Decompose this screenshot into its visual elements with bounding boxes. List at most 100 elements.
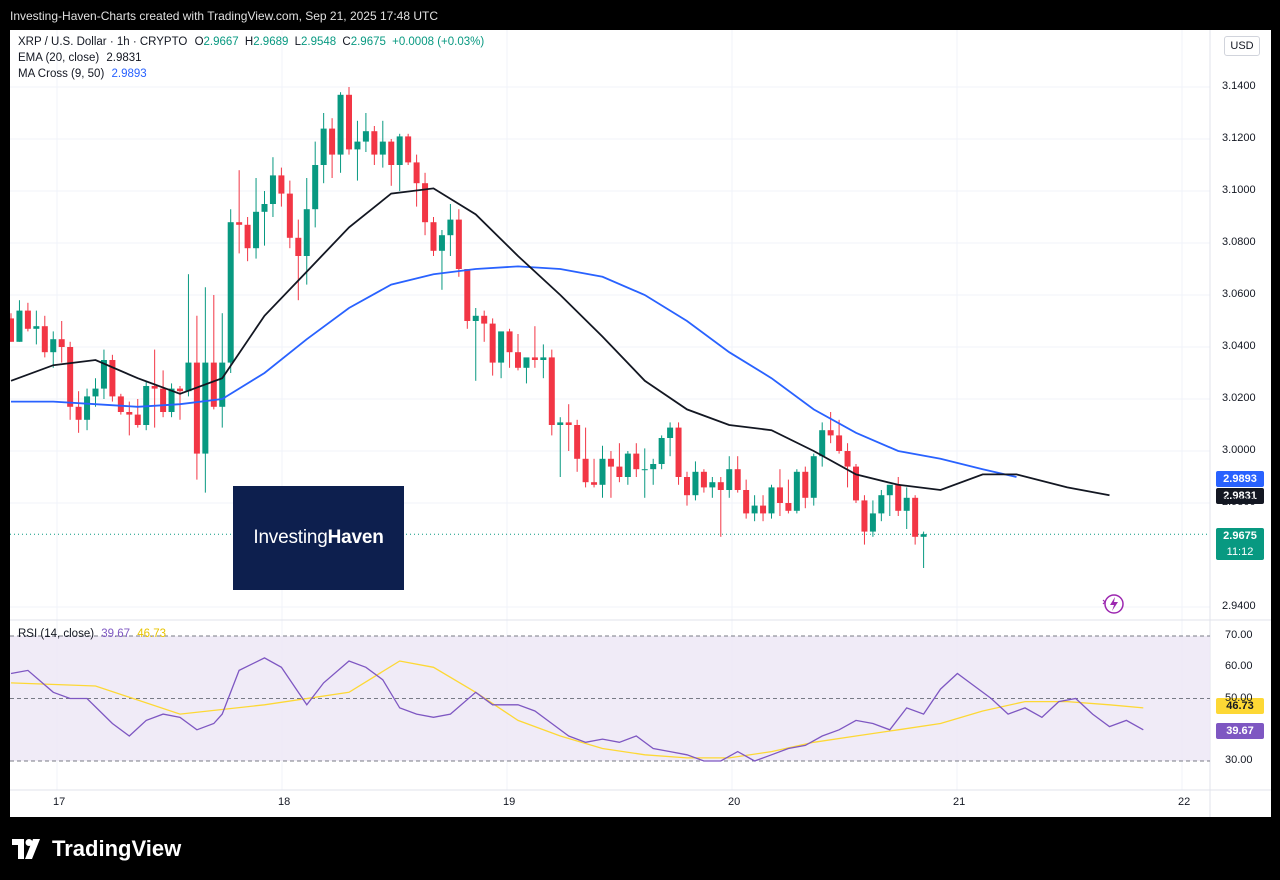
ema20-line <box>10 187 1110 497</box>
price-tick-label: 3.1000 <box>1222 184 1256 196</box>
candle-body <box>253 211 260 249</box>
candle-body <box>210 362 217 407</box>
candle-body <box>489 323 496 363</box>
candle-body <box>726 469 733 490</box>
candle-body <box>751 505 758 514</box>
time-tick-label: 19 <box>503 796 516 808</box>
candle-body <box>430 222 437 251</box>
candle-body <box>244 224 251 249</box>
candle-body <box>768 487 775 514</box>
ma-legend-value: 2.9893 <box>111 68 147 80</box>
chart-panel[interactable]: XRP / U.S. Dollar · 1h · CRYPTO O2.9667 … <box>10 30 1271 817</box>
price-tick-label: 3.0600 <box>1222 288 1256 300</box>
candle-body <box>667 427 674 438</box>
investinghaven-logo: Investing Haven <box>233 486 404 590</box>
rsi-legend-label: RSI (14, close) <box>18 628 95 640</box>
legend-high-label: H <box>244 36 254 48</box>
candle-body <box>515 352 521 368</box>
tradingview-logo-icon <box>12 839 40 859</box>
candle-body <box>557 422 564 425</box>
candle-body <box>219 362 226 407</box>
candle-body <box>709 482 716 488</box>
ma50-line <box>11 265 1017 478</box>
candle-body <box>41 326 48 353</box>
ma-legend-label: MA Cross (9, 50) <box>18 68 105 80</box>
candle-body <box>853 466 859 501</box>
candle-body <box>760 505 767 514</box>
candle-body <box>582 458 589 483</box>
rsi-legend-value: 39.67 <box>101 628 131 640</box>
candle-body <box>886 484 893 496</box>
candle-body <box>117 396 124 412</box>
candle-body <box>624 453 631 477</box>
ma-legend[interactable]: MA Cross (9, 50) 2.9893 <box>18 68 151 80</box>
rsi-price-tag: 39.67 <box>1216 723 1264 739</box>
currency-button[interactable]: USD <box>1224 36 1260 56</box>
rsi-tick-label: 60.00 <box>1225 660 1253 673</box>
candle-body <box>109 360 116 397</box>
candle-body <box>734 469 741 490</box>
legend-close-label: C <box>342 36 351 48</box>
rsi-tick-label: 50.00 <box>1225 691 1253 704</box>
candle-body <box>565 422 572 425</box>
candle-body <box>650 464 657 470</box>
candle-body <box>827 430 834 436</box>
candle-body <box>717 482 724 490</box>
candle-body <box>878 495 885 514</box>
ma50-price-tag: 2.9893 <box>1216 471 1264 487</box>
candle-body <box>844 451 851 467</box>
candle-body <box>413 162 420 184</box>
candle-body <box>75 406 82 420</box>
candle-body <box>574 425 581 459</box>
time-tick-label: 17 <box>53 796 66 808</box>
legend-symbol[interactable]: XRP / U.S. Dollar · 1h · CRYPTO <box>18 36 188 48</box>
candle-body <box>177 388 183 392</box>
candle-body <box>168 388 175 412</box>
candle-body <box>422 183 429 223</box>
price-tick-label: 3.1400 <box>1222 80 1256 92</box>
chart-canvas[interactable] <box>10 30 1271 817</box>
rsi-legend[interactable]: RSI (14, close) 39.67 46.73 <box>18 628 170 640</box>
candle-body <box>303 209 310 256</box>
candle-body <box>236 222 243 225</box>
candle-body <box>126 412 133 415</box>
candle-body <box>464 269 471 321</box>
candle-body <box>134 414 141 425</box>
candle-body <box>776 487 783 503</box>
candle-body <box>523 357 530 368</box>
ema-legend-value: 2.9831 <box>106 52 142 64</box>
candle-body <box>185 362 192 392</box>
price-tick-label: 3.0200 <box>1222 392 1256 404</box>
candle-body <box>675 427 682 477</box>
candle-body <box>160 388 167 412</box>
candle-body <box>684 477 690 496</box>
time-tick-label: 18 <box>278 796 291 808</box>
lightning-icon[interactable] <box>1101 593 1127 615</box>
ema-legend[interactable]: EMA (20, close) 2.9831 <box>18 52 146 64</box>
candle-body <box>895 484 902 511</box>
legend-low-value: 2.9548 <box>301 36 337 48</box>
candle-body <box>591 482 598 485</box>
candle-body <box>329 128 336 155</box>
candle-body <box>861 500 868 532</box>
candle-body <box>227 222 234 363</box>
last-price-tag: 2.9675 <box>1216 528 1264 544</box>
rsi-tick-label: 30.00 <box>1225 754 1253 766</box>
candle-body <box>802 471 809 498</box>
legend-open-value: 2.9667 <box>203 36 239 48</box>
candle-body <box>472 315 479 321</box>
candle-body <box>633 453 640 470</box>
candle-body <box>16 310 23 342</box>
candle-body <box>50 339 57 353</box>
candle-body <box>785 503 792 511</box>
time-tick-label: 20 <box>728 796 741 808</box>
candle-body <box>10 318 14 342</box>
ema20-price-tag: 2.9831 <box>1216 488 1264 504</box>
chart-caption: Investing-Haven-Charts created with Trad… <box>10 9 439 23</box>
legend-change-value: +0.0008 (+0.03%) <box>392 36 485 48</box>
candle-body <box>379 141 386 155</box>
candle-body <box>354 141 361 150</box>
candle-body <box>261 204 268 212</box>
footer-brand: TradingView <box>52 836 182 861</box>
candle-body <box>278 175 285 194</box>
